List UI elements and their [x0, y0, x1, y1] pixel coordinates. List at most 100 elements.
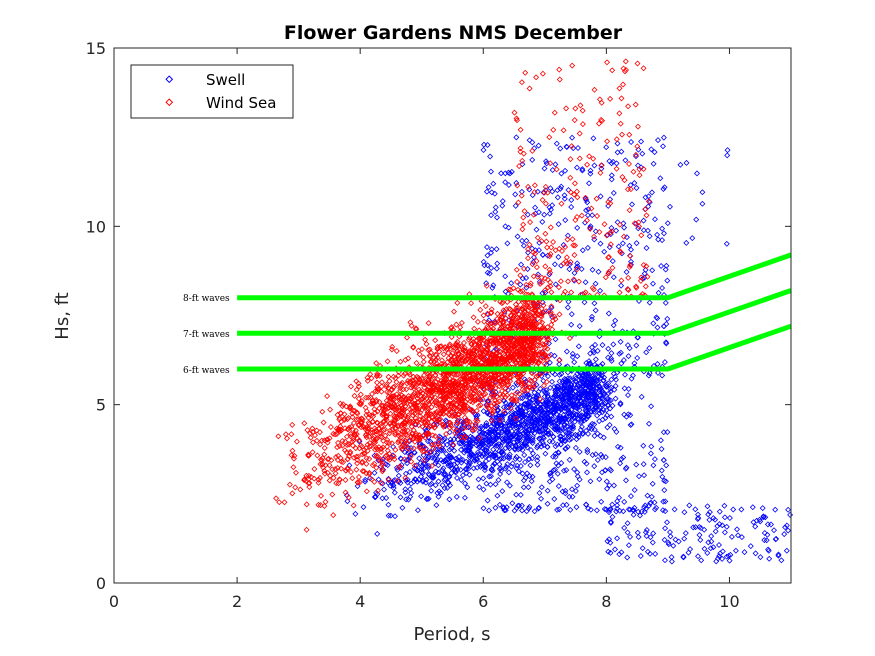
swell-point [491, 428, 498, 435]
wind-sea-point [384, 358, 391, 365]
swell-point [550, 410, 557, 417]
swell-point [454, 475, 460, 481]
wind-sea-point [303, 501, 310, 508]
swell-point [515, 502, 521, 509]
swell-point [646, 345, 653, 352]
wind-sea-point [273, 495, 280, 502]
swell-point [487, 451, 494, 458]
swell-point [531, 430, 538, 437]
swell-point [692, 506, 699, 513]
swell-point [488, 473, 494, 480]
wind-sea-point [527, 219, 534, 226]
swell-point [565, 375, 572, 382]
swell-point [557, 387, 564, 394]
swell-point [527, 462, 534, 469]
wind-sea-point [309, 449, 316, 456]
swell-point [515, 424, 522, 431]
swell-point [599, 360, 606, 367]
swell-point [478, 423, 485, 430]
wind-sea-point [546, 134, 553, 141]
swell-point [545, 373, 551, 380]
swell-point [473, 442, 480, 449]
swell-point [552, 443, 559, 450]
wind-sea-point [626, 131, 633, 138]
swell-point [543, 399, 550, 406]
swell-point [612, 317, 619, 324]
swell-point [502, 399, 509, 406]
swell-point [585, 376, 592, 383]
swell-point [634, 529, 641, 536]
swell-point [586, 180, 592, 187]
swell-point [623, 477, 629, 484]
swell-point [636, 473, 642, 480]
swell-point [590, 406, 597, 413]
swell-point [618, 282, 625, 289]
swell-point [631, 487, 638, 493]
wind-sea-point [636, 172, 643, 179]
wind-sea-point [327, 424, 334, 430]
wind-sea-point [511, 109, 518, 116]
swell-point [415, 476, 422, 483]
swell-point [540, 425, 547, 432]
wind-sea-point [519, 157, 526, 164]
swell-point [593, 398, 600, 405]
swell-point [549, 202, 556, 209]
swell-point [569, 386, 576, 393]
swell-point [569, 134, 576, 141]
swell-point [575, 145, 581, 151]
swell-point [649, 267, 656, 274]
swell-point [566, 456, 573, 463]
wind-sea-point [590, 155, 597, 162]
swell-point [590, 349, 597, 356]
swell-point [612, 546, 618, 553]
swell-point [536, 490, 543, 496]
wind-sea-point [617, 120, 624, 127]
swell-point [562, 217, 569, 224]
swell-point [625, 353, 632, 360]
swell-point [423, 496, 430, 503]
wind-sea-point [322, 498, 329, 505]
wind-sea-point [289, 490, 296, 497]
swell-point [627, 533, 634, 540]
wind-sea-point [604, 59, 610, 66]
swell-point [486, 507, 492, 514]
swell-point [541, 430, 548, 436]
swell-point [486, 434, 493, 441]
swell-point [552, 387, 559, 394]
swell-point [447, 482, 453, 489]
swell-point [385, 475, 392, 482]
swell-point [601, 374, 608, 381]
wind-sea-point [556, 66, 563, 73]
swell-point [579, 383, 586, 390]
swell-point [582, 407, 589, 414]
swell-point [484, 497, 491, 504]
wind-sea-point [329, 491, 336, 498]
swell-point [473, 437, 479, 444]
wind-sea-point [420, 358, 427, 365]
swell-point [530, 402, 537, 409]
swell-point [608, 350, 615, 357]
wind-sea-point [413, 360, 420, 366]
swell-point [536, 247, 542, 254]
swell-point [651, 456, 658, 463]
swell-point [538, 484, 545, 491]
swell-point [526, 456, 532, 462]
swell-point [585, 430, 592, 437]
swell-point [534, 457, 541, 464]
swell-point [590, 396, 597, 403]
swell-point [428, 487, 435, 494]
wind-sea-point [301, 420, 308, 427]
swell-point [554, 194, 561, 201]
wind-sea-point [556, 76, 563, 83]
swell-point [583, 379, 590, 386]
swell-point [572, 431, 579, 438]
swell-point [608, 376, 615, 383]
swell-point [552, 281, 559, 288]
swell-point [701, 526, 708, 533]
wind-sea-point [520, 214, 527, 221]
swell-point [427, 481, 434, 488]
wind-sea-point [539, 70, 546, 77]
swell-point [768, 521, 774, 528]
wind-sea-point [522, 69, 529, 76]
swell-point [444, 460, 451, 467]
